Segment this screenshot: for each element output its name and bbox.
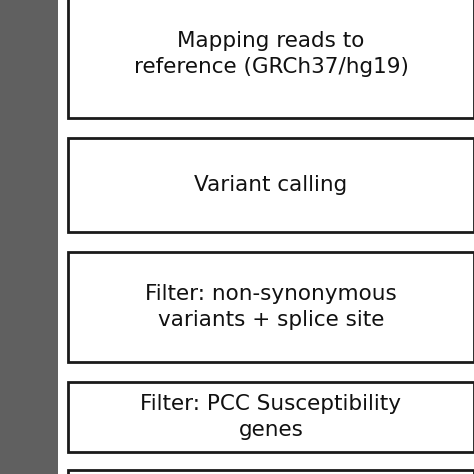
Text: reference (GRCh37/hg19): reference (GRCh37/hg19) xyxy=(134,57,409,77)
Text: Filter: non-synonymous: Filter: non-synonymous xyxy=(145,284,397,304)
Text: variants + splice site: variants + splice site xyxy=(158,310,384,330)
Text: Variant calling: Variant calling xyxy=(194,175,347,195)
Text: genes: genes xyxy=(238,420,303,440)
Bar xyxy=(68,138,474,232)
Bar xyxy=(68,0,474,118)
Text: Mapping reads to: Mapping reads to xyxy=(177,31,365,51)
Bar xyxy=(0,0,58,474)
Bar xyxy=(68,470,474,474)
Bar xyxy=(68,252,474,362)
Bar xyxy=(68,382,474,452)
Text: Filter: PCC Susceptibility: Filter: PCC Susceptibility xyxy=(140,394,401,414)
